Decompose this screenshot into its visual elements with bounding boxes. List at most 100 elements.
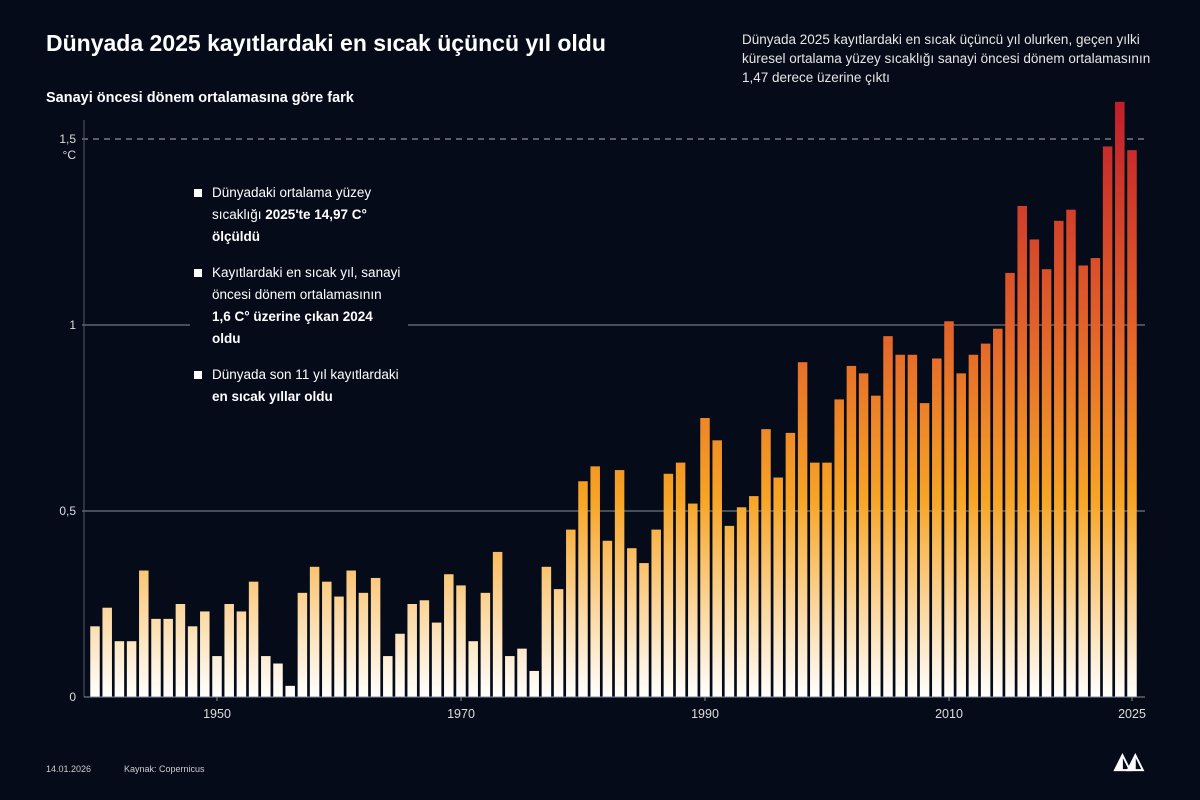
- bar-1951: [224, 604, 234, 697]
- bar-1965: [395, 633, 405, 697]
- bar-1956: [285, 685, 295, 697]
- bar-2021: [1078, 265, 1088, 697]
- bar-1969: [444, 574, 454, 697]
- bar-2009: [932, 358, 942, 697]
- bar-1998: [797, 362, 808, 697]
- x-tick-label: 1990: [691, 707, 719, 721]
- y-tick-label: 1: [69, 318, 76, 332]
- bar-1943: [126, 641, 137, 697]
- chart-subtitle: Sanayi öncesi dönem ortalamasına göre fa…: [46, 90, 354, 106]
- bar-1994: [749, 496, 759, 697]
- bar-1974: [505, 656, 515, 697]
- bar-1954: [261, 656, 271, 697]
- fact-bold: 1,6 C° üzerine çıkan 2024 oldu: [212, 309, 373, 346]
- bar-1978: [553, 589, 564, 697]
- fact-text: Kayıtlardaki en sıcak yıl, sanayi öncesi…: [212, 265, 401, 302]
- bar-2019: [1054, 220, 1064, 697]
- bar-1992: [724, 525, 735, 697]
- bar-2005: [883, 336, 893, 697]
- bar-2013: [980, 343, 991, 697]
- bar-2003: [858, 373, 869, 697]
- bar-1941: [102, 607, 112, 697]
- x-tick-label: 1950: [203, 707, 231, 721]
- bar-1940: [90, 626, 100, 697]
- y-tick-label: 0,5: [59, 504, 76, 518]
- bar-2012: [968, 354, 979, 697]
- bar-1960: [334, 596, 344, 697]
- bar-1967: [419, 600, 430, 697]
- bar-1986: [651, 529, 661, 697]
- bar-2010: [944, 321, 954, 697]
- y-axis-unit: °C: [63, 148, 77, 162]
- bar-1958: [309, 566, 320, 697]
- bar-2020: [1066, 209, 1076, 697]
- bar-1947: [175, 604, 186, 697]
- bar-1988: [675, 462, 686, 697]
- bar-1959: [322, 581, 332, 697]
- bar-2001: [834, 399, 844, 697]
- bar-2006: [895, 354, 905, 697]
- date: 14.01.2026: [46, 764, 92, 774]
- bar-1997: [785, 432, 796, 697]
- bar-1955: [273, 663, 283, 697]
- bar-1976: [529, 670, 539, 697]
- bar-1979: [566, 529, 576, 697]
- bar-1949: [200, 611, 210, 697]
- x-tick-label: 2010: [935, 707, 963, 721]
- bar-2016: [1017, 205, 1027, 697]
- bar-1980: [578, 481, 588, 697]
- bar-1970: [456, 585, 466, 697]
- fact-bold: 2025'te 14,97 C° ölçüldü: [212, 207, 367, 244]
- bar-1991: [712, 440, 722, 697]
- bar-2008: [919, 403, 930, 697]
- bar-1966: [407, 604, 417, 697]
- bar-2014: [993, 328, 1003, 697]
- bar-2023: [1102, 146, 1113, 697]
- bar-2007: [907, 354, 918, 697]
- fact-bold: en sıcak yıllar oldu: [212, 389, 333, 404]
- bar-2017: [1029, 239, 1040, 697]
- bar-1962: [358, 592, 369, 697]
- bar-1983: [614, 470, 625, 697]
- bar-1972: [480, 592, 491, 697]
- bar-2004: [871, 395, 881, 697]
- bar-1945: [151, 618, 161, 697]
- source: Kaynak: Copernicus: [124, 764, 205, 774]
- bar-1985: [639, 563, 649, 697]
- bar-1953: [248, 581, 259, 697]
- bar-1964: [383, 656, 393, 697]
- bar-2022: [1090, 258, 1101, 697]
- bar-1952: [236, 611, 247, 697]
- bar-1990: [700, 418, 710, 697]
- bar-1981: [590, 466, 600, 697]
- bar-1982: [602, 540, 613, 697]
- bar-1989: [688, 503, 698, 697]
- bar-1999: [810, 462, 820, 697]
- bar-2011: [956, 373, 966, 697]
- bar-1968: [431, 622, 442, 697]
- bar-2018: [1041, 269, 1052, 697]
- fact-item: Dünyada son 11 yıl kayıtlardaki en sıcak…: [194, 364, 404, 408]
- bar-2015: [1005, 272, 1015, 697]
- bar-1987: [663, 473, 674, 697]
- fact-text: Dünyada son 11 yıl kayıtlardaki: [212, 367, 399, 382]
- bar-1957: [297, 592, 308, 697]
- bar-1995: [761, 429, 771, 697]
- chart-note: Dünyada 2025 kayıtlardaki en sıcak üçünc…: [742, 32, 1151, 85]
- y-tick-label: 0: [69, 690, 76, 704]
- bar-1942: [114, 641, 125, 697]
- bar-2025: [1127, 150, 1137, 697]
- bar-1971: [468, 641, 478, 697]
- bar-1993: [736, 507, 747, 697]
- fact-item: Kayıtlardaki en sıcak yıl, sanayi öncesi…: [194, 262, 404, 350]
- bar-1977: [541, 566, 552, 697]
- key-facts: Dünyadaki ortalama yüzey sıcaklığı 2025'…: [190, 182, 408, 422]
- bar-2002: [846, 365, 857, 697]
- bar-1948: [187, 626, 198, 697]
- bar-1946: [163, 618, 173, 697]
- x-tick-label: 2025: [1118, 707, 1146, 721]
- bar-1984: [627, 548, 637, 697]
- bar-1975: [517, 648, 527, 697]
- x-tick-label: 1970: [447, 707, 475, 721]
- bar-1963: [370, 577, 381, 697]
